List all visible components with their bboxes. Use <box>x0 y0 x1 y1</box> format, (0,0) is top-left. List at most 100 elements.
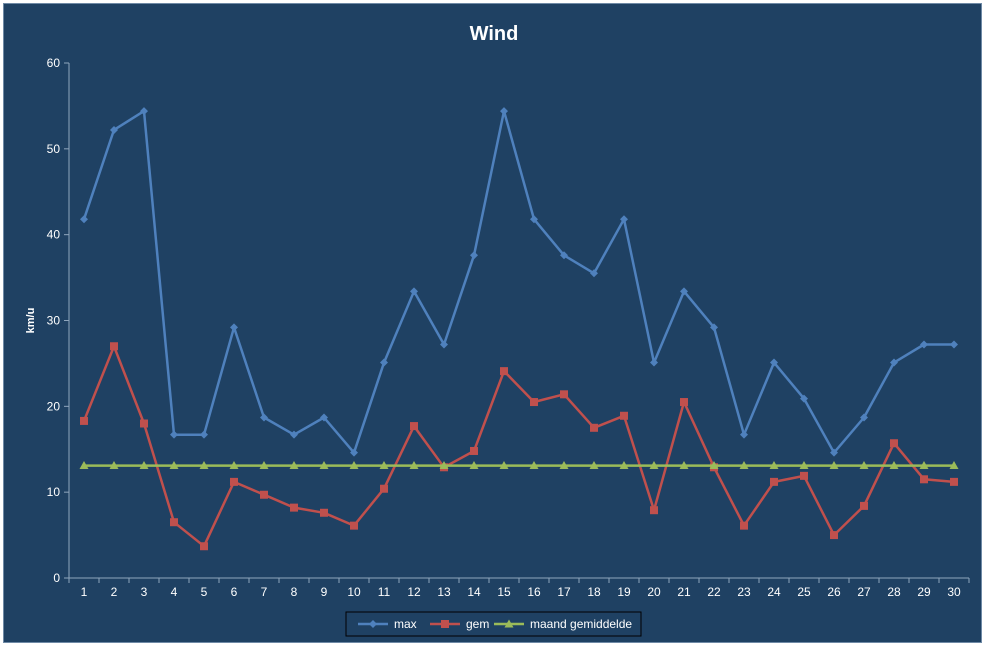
data-point <box>139 461 149 470</box>
data-point <box>590 423 598 432</box>
y-tick-label: 40 <box>47 228 61 242</box>
x-tick-label: 19 <box>617 585 631 599</box>
y-tick-label: 60 <box>47 56 61 70</box>
x-tick-label: 13 <box>437 585 451 599</box>
data-point <box>680 398 688 407</box>
x-tick-label: 9 <box>321 585 328 599</box>
data-point <box>169 461 179 470</box>
legend-marker <box>504 619 514 628</box>
data-point <box>860 501 868 510</box>
data-point <box>379 461 389 470</box>
x-tick-label: 18 <box>587 585 601 599</box>
data-point <box>409 461 419 470</box>
x-tick-label: 5 <box>201 585 208 599</box>
data-point <box>200 430 208 439</box>
x-tick-label: 1 <box>81 585 88 599</box>
data-point <box>619 461 629 470</box>
data-point <box>559 461 569 470</box>
y-axis-label: km/u <box>25 308 37 334</box>
data-point <box>769 461 779 470</box>
data-point <box>410 287 418 296</box>
chart-title: Wind <box>470 23 519 45</box>
data-point <box>709 461 719 470</box>
legend-box <box>345 611 642 637</box>
x-tick-label: 22 <box>707 585 721 599</box>
data-point <box>890 439 898 448</box>
data-point <box>290 503 298 512</box>
data-point <box>470 446 478 455</box>
legend-marker <box>441 620 449 628</box>
x-tick-label: 4 <box>171 585 178 599</box>
data-point <box>799 461 809 470</box>
data-point <box>380 358 388 367</box>
data-point <box>319 461 329 470</box>
data-point <box>950 340 958 349</box>
data-point <box>410 422 418 431</box>
x-tick-label: 25 <box>797 585 811 599</box>
data-point <box>170 430 178 439</box>
data-point <box>80 416 88 425</box>
data-point <box>230 323 238 332</box>
x-tick-label: 21 <box>677 585 691 599</box>
x-tick-label: 23 <box>737 585 751 599</box>
x-tick-label: 28 <box>887 585 901 599</box>
data-point <box>770 477 778 486</box>
legend-entry: max <box>394 617 417 631</box>
data-point <box>260 490 268 499</box>
data-point <box>290 430 298 439</box>
x-tick-label: 8 <box>291 585 298 599</box>
x-tick-label: 27 <box>857 585 871 599</box>
data-point <box>590 269 598 278</box>
data-point <box>620 411 628 420</box>
series-3 <box>79 461 959 470</box>
data-point <box>679 461 689 470</box>
x-tick-label: 6 <box>231 585 238 599</box>
data-point <box>289 461 299 470</box>
x-tick-label: 26 <box>827 585 841 599</box>
x-tick-label: 12 <box>407 585 421 599</box>
data-point <box>80 215 88 224</box>
x-tick-label: 20 <box>647 585 661 599</box>
y-tick-label: 10 <box>47 485 61 499</box>
y-tick-label: 0 <box>53 571 60 585</box>
data-point <box>530 215 538 224</box>
data-point <box>830 531 838 540</box>
data-point <box>650 358 658 367</box>
data-point <box>350 521 358 530</box>
data-point <box>560 251 568 260</box>
y-tick-label: 30 <box>47 314 61 328</box>
series-line <box>82 109 954 454</box>
data-point <box>380 484 388 493</box>
data-point <box>499 461 509 470</box>
data-point <box>469 461 479 470</box>
data-point <box>680 287 688 296</box>
data-point <box>890 358 898 367</box>
data-point <box>470 251 478 260</box>
data-point <box>829 461 839 470</box>
data-point <box>710 323 718 332</box>
data-point <box>889 461 899 470</box>
x-tick-label: 10 <box>347 585 361 599</box>
data-point <box>349 461 359 470</box>
data-point <box>140 419 148 428</box>
data-point <box>770 358 778 367</box>
x-tick-label: 24 <box>767 585 781 599</box>
x-tick-label: 7 <box>261 585 268 599</box>
data-point <box>439 461 449 470</box>
legend-marker <box>369 620 377 628</box>
legend-entry: gem <box>466 617 489 631</box>
data-point <box>320 508 328 517</box>
x-tick-label: 16 <box>527 585 541 599</box>
x-tick-label: 15 <box>497 585 511 599</box>
x-tick-label: 2 <box>111 585 118 599</box>
data-point <box>200 542 208 551</box>
legend: max gem maand gemiddelde <box>345 611 642 637</box>
x-tick-label: 14 <box>467 585 481 599</box>
data-point <box>440 340 448 349</box>
data-point <box>530 398 538 407</box>
legend-entry: maand gemiddelde <box>530 617 632 631</box>
data-point <box>949 461 959 470</box>
data-point <box>560 390 568 399</box>
x-tick-label: 17 <box>557 585 571 599</box>
data-point <box>320 413 328 422</box>
